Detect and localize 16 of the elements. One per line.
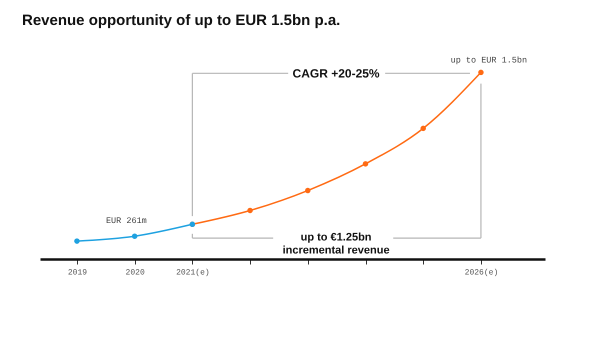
annotation: CAGR +20-25% bbox=[292, 66, 380, 80]
point bbox=[132, 234, 138, 239]
point bbox=[74, 238, 80, 244]
annotation: EUR 261m bbox=[106, 216, 147, 226]
point bbox=[420, 126, 426, 132]
point bbox=[478, 70, 484, 76]
text: up to EUR 1.5bn bbox=[450, 55, 528, 66]
x-tick-label: 2021(e) bbox=[176, 268, 210, 278]
x-tick-label: 2019 bbox=[68, 268, 88, 278]
point bbox=[305, 188, 311, 194]
point bbox=[362, 161, 368, 167]
point bbox=[247, 208, 253, 214]
chart-title: Revenue opportunity of up to EUR 1.5bn p.a. bbox=[22, 12, 340, 29]
x-tick-label: 2026(e) bbox=[464, 268, 498, 278]
annotation: up to €1.25bn incremental revenue bbox=[282, 232, 390, 257]
x-tick-label: 2020 bbox=[126, 268, 145, 278]
